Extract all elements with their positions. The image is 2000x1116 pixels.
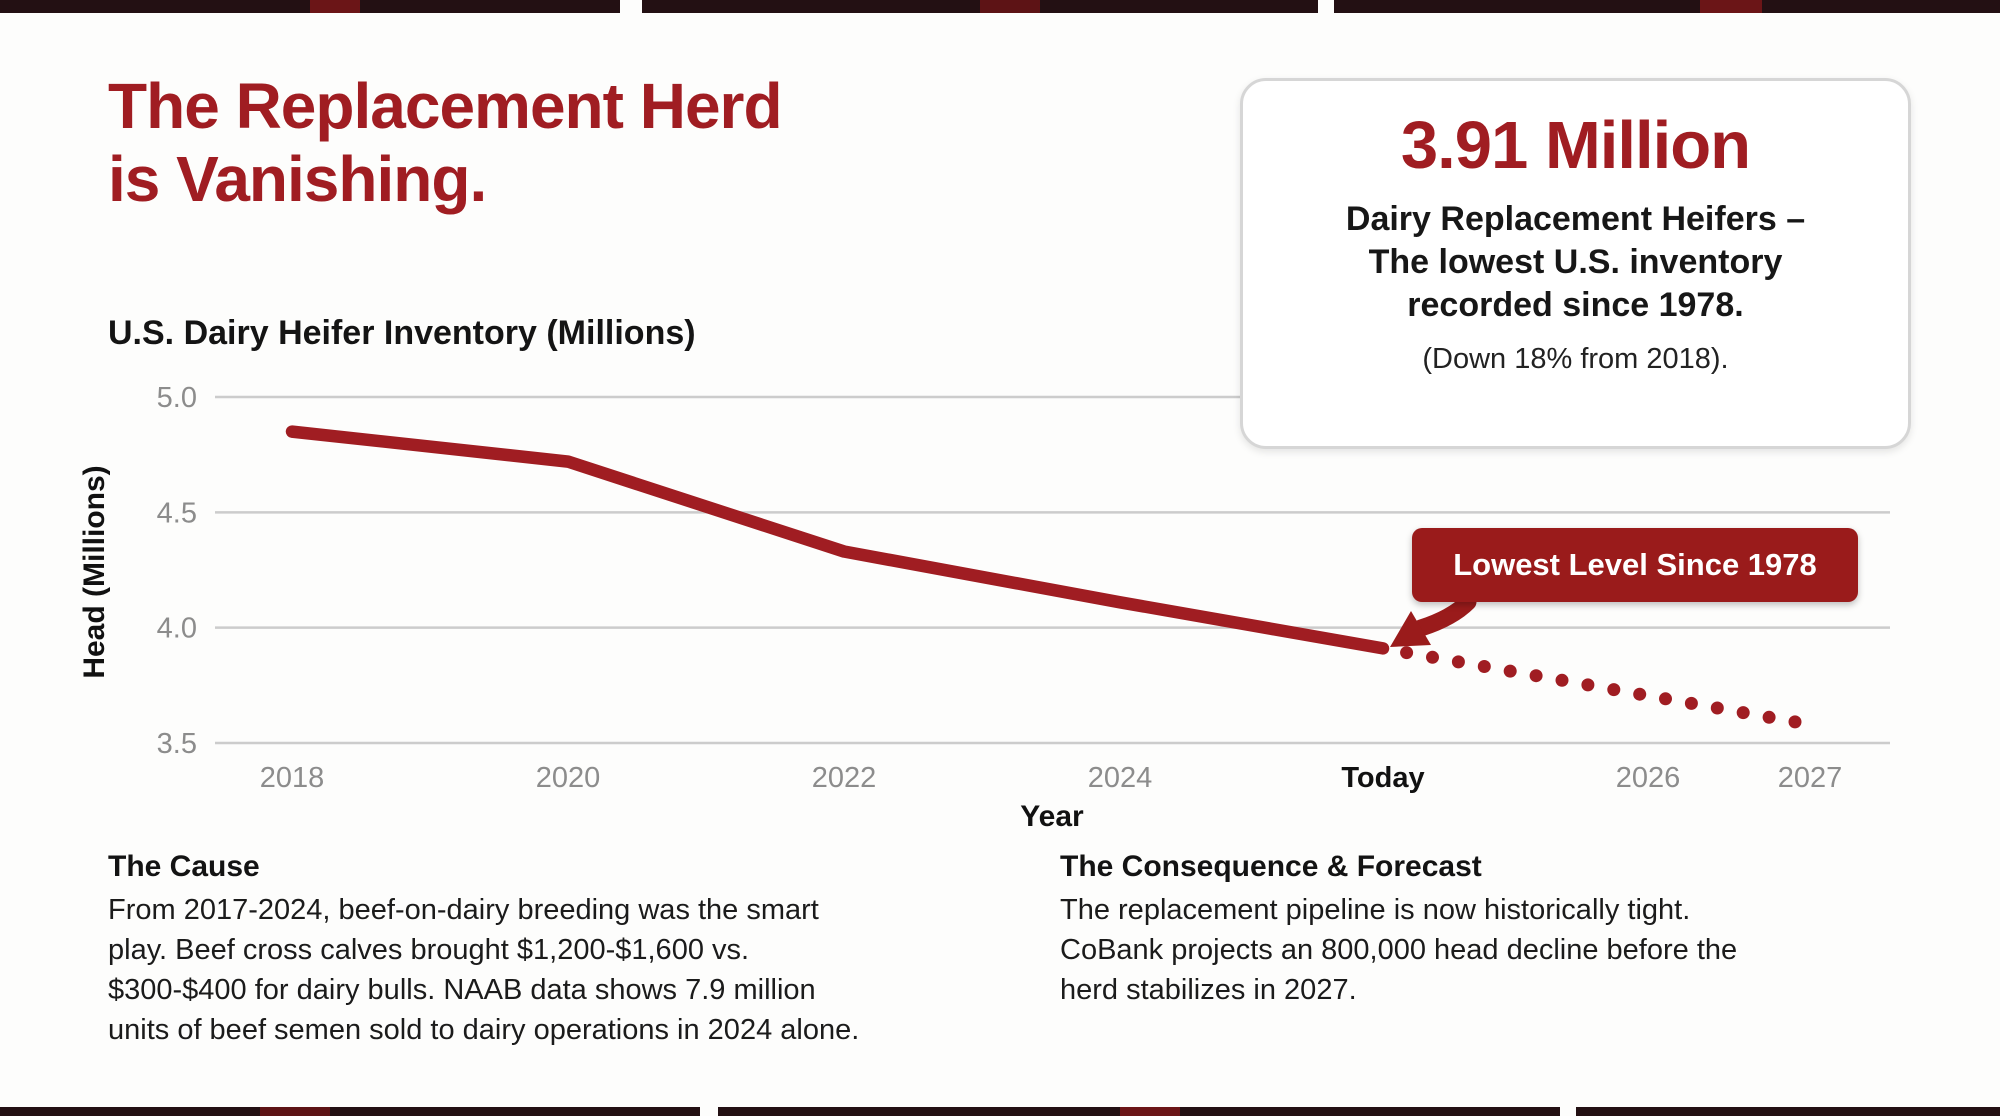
annotation-callout: Lowest Level Since 1978 bbox=[1412, 528, 1858, 602]
x-axis-label: Year bbox=[1020, 800, 1084, 833]
consequence-line: herd stabilizes in 2027. bbox=[1060, 974, 1357, 1006]
forecast-dot bbox=[1762, 710, 1776, 724]
y-tick-labels-group: 5.0 4.5 4.0 3.5 bbox=[157, 382, 197, 760]
stat-note: (Down 18% from 2018). bbox=[1422, 343, 1729, 375]
x-tick-label: Today bbox=[1341, 762, 1424, 794]
stat-subtitle-line2: The lowest U.S. inventory bbox=[1368, 243, 1783, 281]
forecast-dot bbox=[1633, 687, 1647, 701]
y-tick-label: 3.5 bbox=[157, 728, 197, 760]
cause-line: From 2017-2024, beef-on-dairy breeding w… bbox=[108, 894, 819, 926]
forecast-dot bbox=[1788, 715, 1802, 729]
chart-title: U.S. Dairy Heifer Inventory (Millions) bbox=[108, 314, 696, 352]
forecast-dot bbox=[1529, 669, 1543, 683]
forecast-dot bbox=[1400, 646, 1414, 660]
data-series-group bbox=[285, 425, 1802, 729]
section-cause: The Cause From 2017-2024, beef-on-dairy … bbox=[108, 850, 859, 1050]
section-consequence: The Consequence & Forecast The replaceme… bbox=[1060, 850, 1737, 1010]
x-tick-labels-group: 2018 2020 2022 2024 Today 2026 2027 bbox=[260, 762, 1843, 794]
x-tick-label: 2027 bbox=[1778, 762, 1843, 794]
consequence-line: CoBank projects an 800,000 head decline … bbox=[1060, 934, 1738, 966]
forecast-dot bbox=[1426, 650, 1439, 664]
y-axis-label: Head (Millions) bbox=[78, 465, 111, 678]
top-crop-strip bbox=[0, 0, 2000, 13]
forecast-dot bbox=[1581, 678, 1595, 692]
y-tick-label: 4.0 bbox=[157, 613, 197, 645]
x-tick-label: 2024 bbox=[1088, 762, 1153, 794]
heifer-inventory-line-chart: 5.04.54.03.5 2018 2020 2022 2024 Today 2026 20… bbox=[78, 382, 1890, 833]
stat-value: 3.91 Million bbox=[1400, 108, 1751, 183]
forecast-dot bbox=[1736, 706, 1750, 720]
stat-subtitle: Dairy Replacement Heifers – The lowest U… bbox=[1243, 198, 1908, 327]
forecast-dot bbox=[1451, 655, 1465, 669]
forecast-dot bbox=[1503, 664, 1517, 678]
consequence-heading: The Consequence & Forecast bbox=[1060, 850, 1482, 883]
forecast-dot bbox=[1684, 696, 1698, 710]
x-tick-label: 2018 bbox=[260, 762, 325, 794]
cause-line: units of beef semen sold to dairy operat… bbox=[108, 1014, 860, 1046]
x-tick-label: 2020 bbox=[536, 762, 601, 794]
page-title-line2: is Vanishing. bbox=[108, 143, 487, 215]
stat-subtitle-line1: Dairy Replacement Heifers – bbox=[1345, 200, 1806, 238]
cause-heading: The Cause bbox=[108, 850, 260, 883]
stat-subtitle-line3: recorded since 1978. bbox=[1407, 286, 1744, 324]
y-tick-label: 5.0 bbox=[157, 382, 197, 414]
x-tick-label: 2022 bbox=[812, 762, 877, 794]
annotation-arrow bbox=[1390, 593, 1477, 647]
forecast-dot bbox=[1555, 673, 1569, 687]
forecast-dot bbox=[1710, 701, 1724, 715]
forecast-dot bbox=[1607, 683, 1621, 697]
consequence-line: The replacement pipeline is now historic… bbox=[1060, 894, 1691, 926]
forecast-dot bbox=[1659, 692, 1672, 706]
page-title-line1: The Replacement Herd bbox=[108, 70, 783, 142]
cause-line: $300-$400 for dairy bulls. NAAB data sho… bbox=[108, 974, 816, 1006]
page-title: The Replacement Herd is Vanishing. bbox=[108, 70, 783, 216]
stat-callout-box: 3.91 Million Dairy Replacement Heifers –… bbox=[1240, 78, 1911, 449]
y-tick-label: 4.5 bbox=[157, 497, 197, 529]
cause-line: play. Beef cross calves brought $1,200-$… bbox=[108, 934, 750, 966]
annotation-arrow-shaft bbox=[1412, 593, 1477, 637]
forecast-dot bbox=[1477, 660, 1491, 673]
annotation-arrowhead-icon bbox=[1390, 611, 1431, 647]
bottom-crop-strip bbox=[0, 1107, 2000, 1116]
x-tick-label: 2026 bbox=[1616, 762, 1681, 794]
actual-inventory-line bbox=[285, 425, 1390, 655]
